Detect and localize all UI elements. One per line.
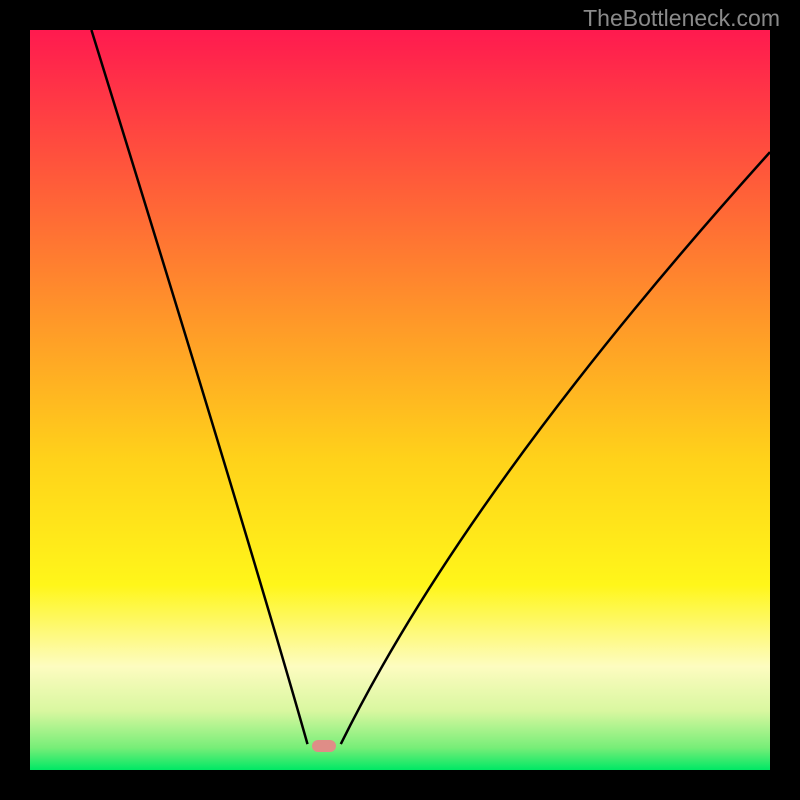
chart-root: TheBottleneck.com	[0, 0, 800, 800]
watermark-text: TheBottleneck.com	[583, 5, 780, 32]
optimum-marker	[310, 738, 338, 754]
plot-gradient-bg	[30, 30, 770, 770]
